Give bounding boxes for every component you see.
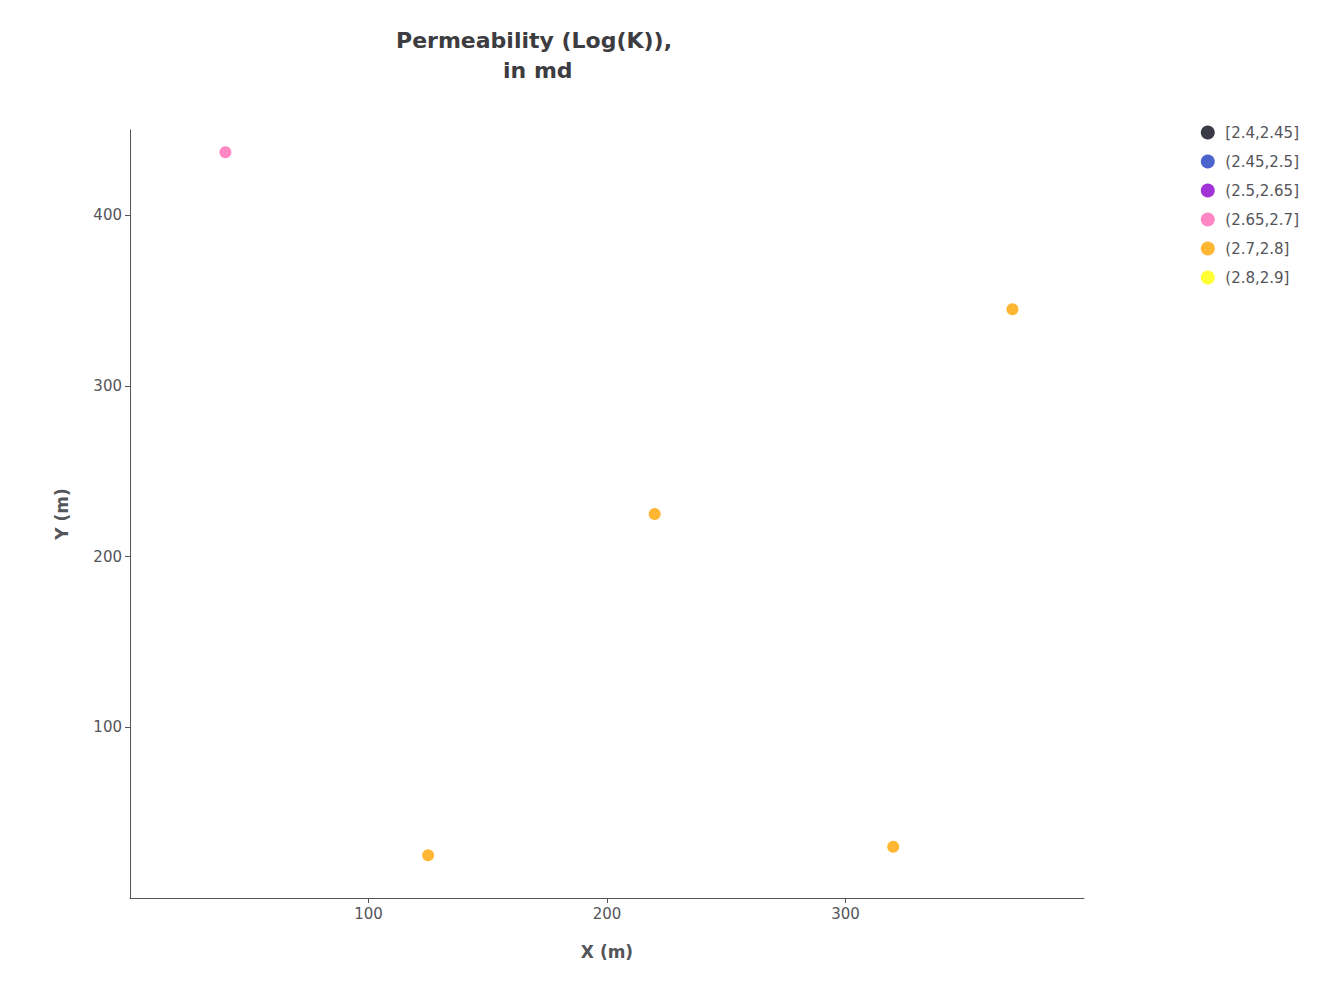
svg-text:400: 400 [93,206,122,224]
svg-text:200: 200 [593,905,622,923]
svg-text:in md: in md [495,58,572,83]
svg-text:(2.7,2.8]: (2.7,2.8] [1225,240,1289,258]
svg-text:300: 300 [831,905,860,923]
svg-text:200: 200 [93,548,122,566]
svg-text:(2.8,2.9]: (2.8,2.9] [1225,269,1289,287]
svg-text:300: 300 [93,377,122,395]
svg-text:(2.45,2.5]: (2.45,2.5] [1225,153,1299,171]
svg-text:[2.4,2.45]: [2.4,2.45] [1225,124,1299,142]
svg-text:Permeability (Log(K)),: Permeability (Log(K)), [396,28,672,53]
svg-text:100: 100 [354,905,383,923]
svg-text:X (m): X (m) [581,942,633,962]
svg-text:100: 100 [93,718,122,736]
svg-text:(2.65,2.7]: (2.65,2.7] [1225,211,1299,229]
svg-text:Y (m): Y (m) [52,488,72,540]
svg-text:(2.5,2.65]: (2.5,2.65] [1225,182,1299,200]
